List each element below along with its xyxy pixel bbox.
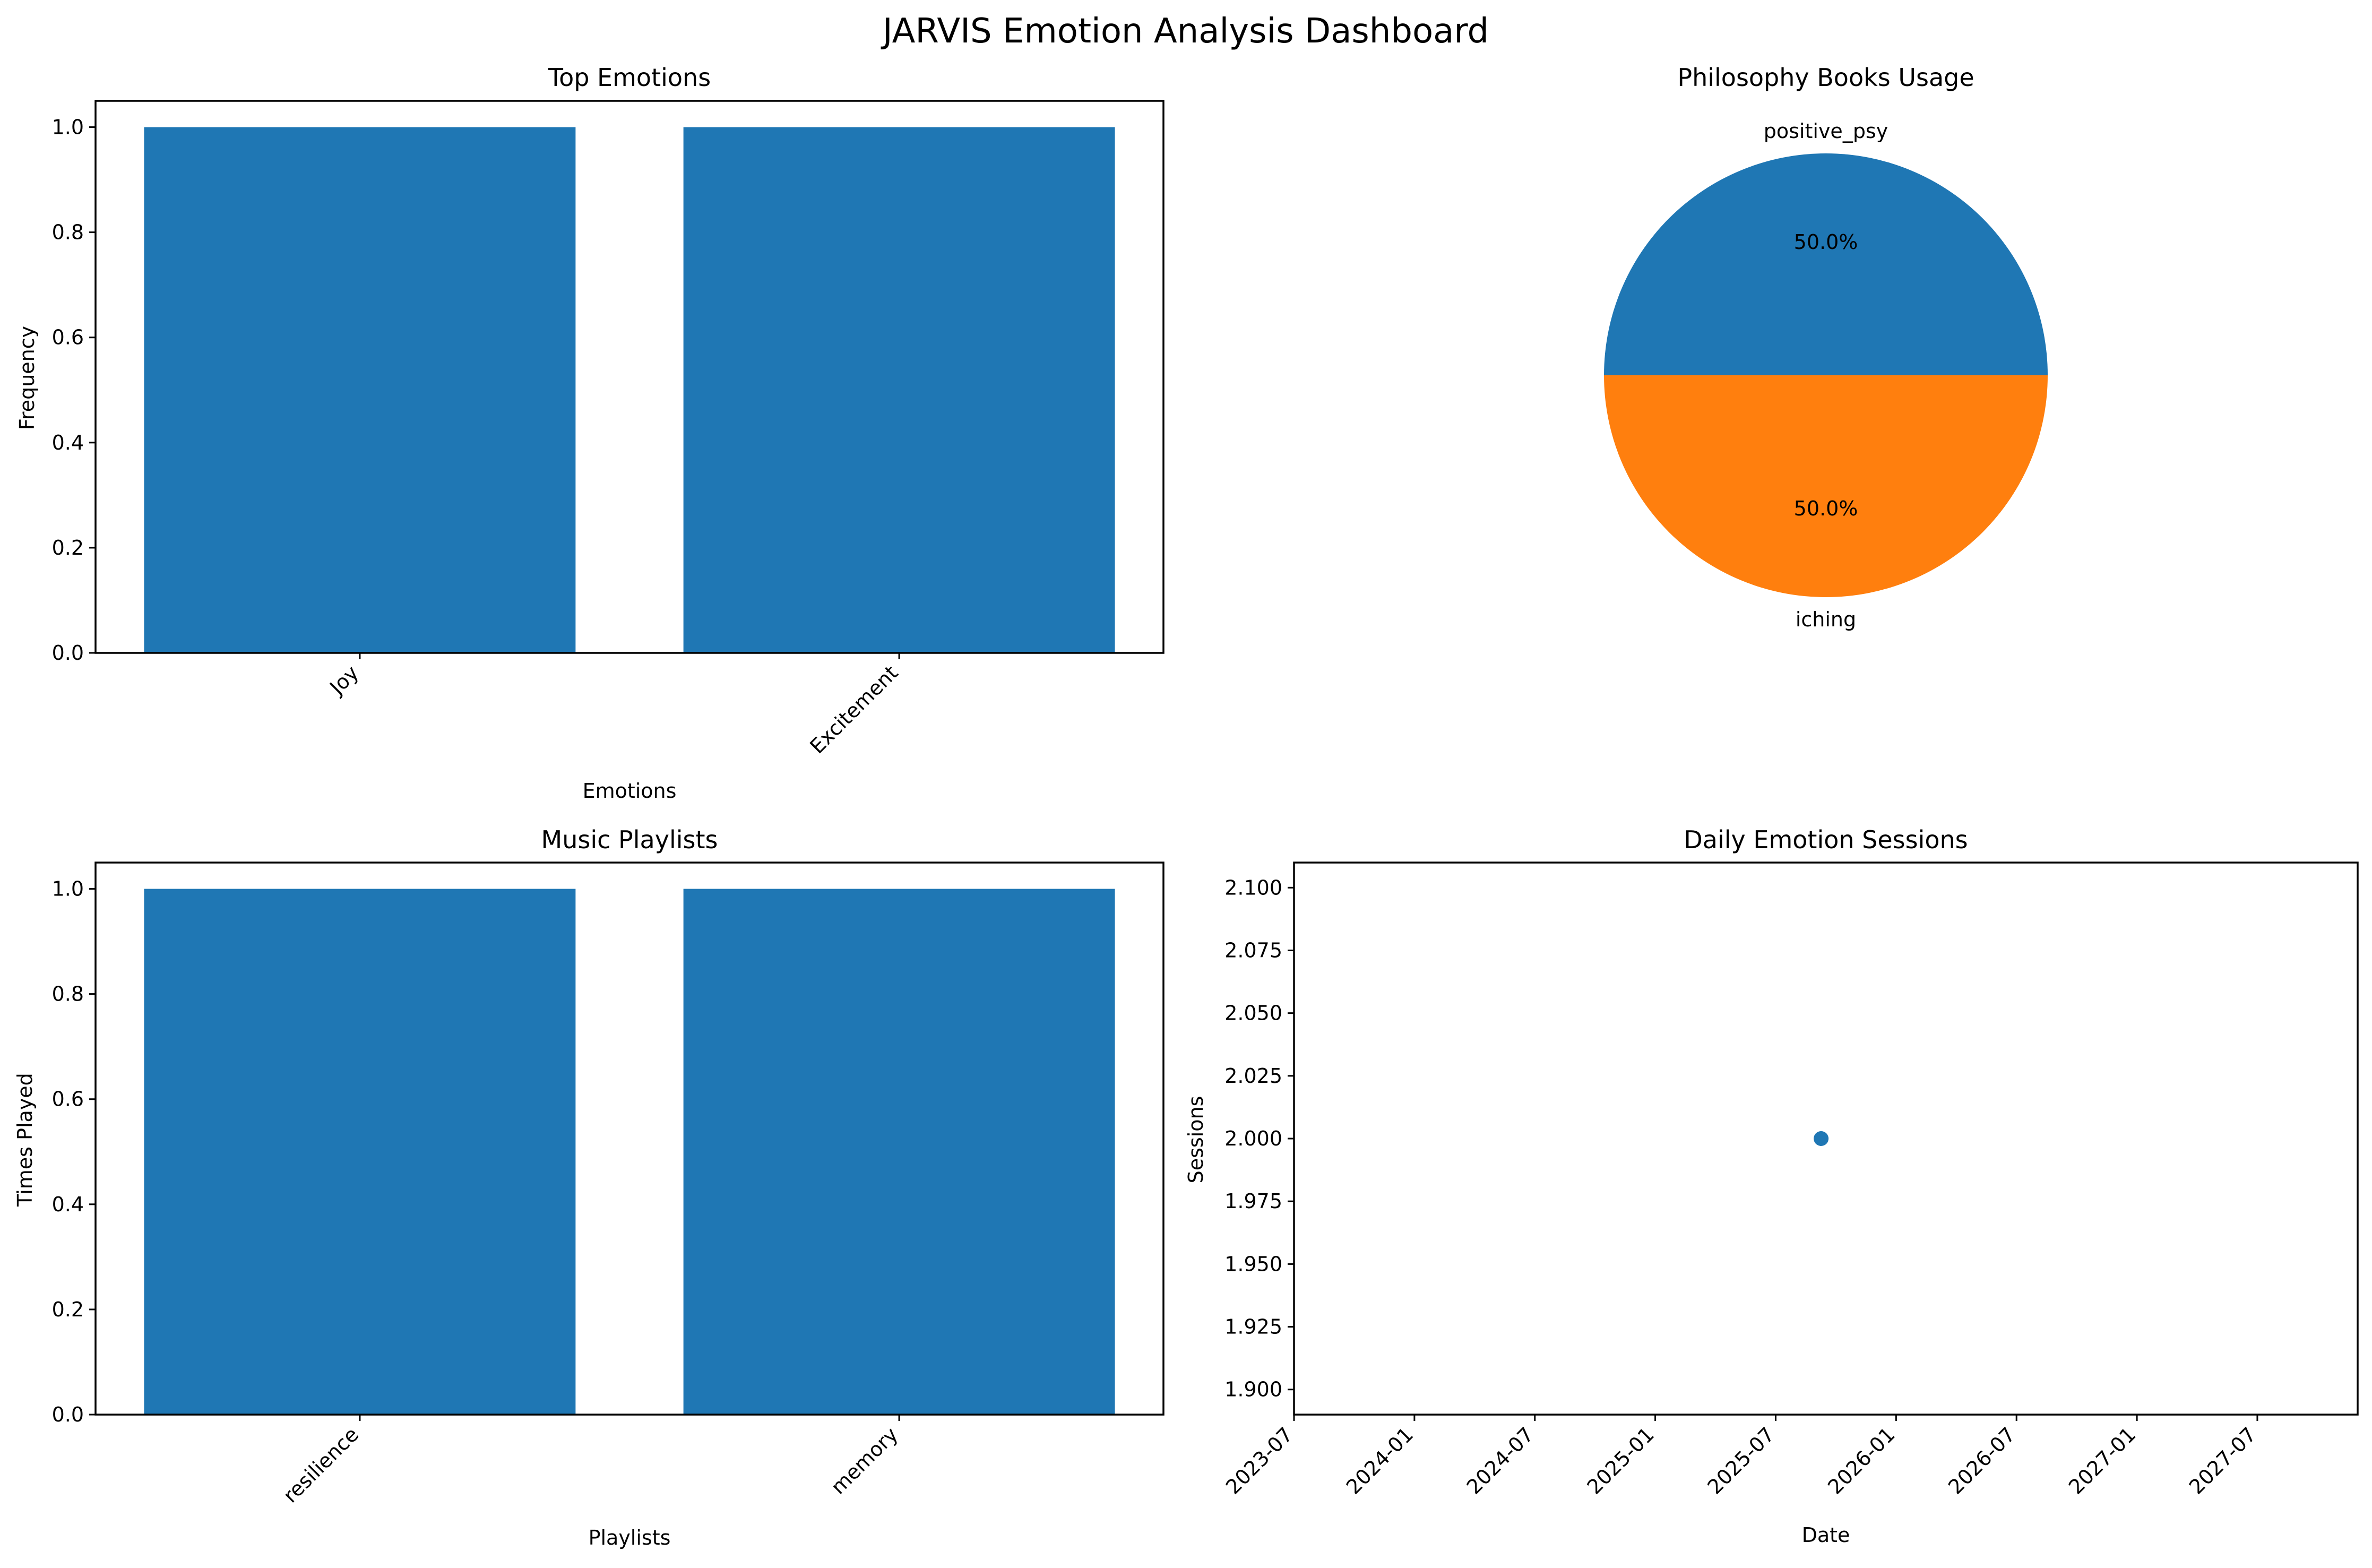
- daily-sessions-title: Daily Emotion Sessions: [1684, 825, 1968, 854]
- pie-slice: [1604, 375, 2048, 597]
- pie-slice-label: positive_psy: [1764, 119, 1888, 143]
- music-playlists-title: Music Playlists: [541, 825, 718, 854]
- dashboard-title: JARVIS Emotion Analysis Dashboard: [881, 12, 1489, 51]
- daily-sessions-xtick-label: 2026-07: [1944, 1423, 2020, 1498]
- daily-sessions-xtick-label: 2027-07: [2185, 1423, 2261, 1498]
- music-playlists-xtick-label: resilience: [279, 1423, 363, 1507]
- top-emotions-bar: [683, 127, 1115, 653]
- music-playlists-bar: [144, 889, 576, 1415]
- music-playlists-ytick-label: 0.4: [52, 1193, 84, 1216]
- daily-sessions-ytick-label: 2.000: [1224, 1127, 1282, 1150]
- pie-pct-label: 50.0%: [1794, 497, 1858, 520]
- daily-sessions-ytick-label: 2.100: [1224, 876, 1282, 899]
- top-emotions-title: Top Emotions: [548, 63, 711, 92]
- top-emotions-xlabel: Emotions: [583, 779, 677, 803]
- daily-sessions-ytick-label: 2.050: [1224, 1002, 1282, 1025]
- music-playlists-ytick-label: 0.6: [52, 1088, 84, 1111]
- pie-slice-label: iching: [1796, 608, 1856, 631]
- music-playlists-ytick-label: 0.8: [52, 983, 84, 1006]
- daily-sessions-ylabel: Sessions: [1184, 1096, 1207, 1184]
- daily-sessions-xtick-label: 2023-07: [1221, 1423, 1297, 1498]
- top-emotions-bar: [144, 127, 576, 653]
- music-playlists-ytick-label: 0.2: [52, 1298, 84, 1321]
- music-playlists-chart: Music Playlists Times Played Playlists r…: [13, 825, 1165, 1549]
- daily-sessions-chart: Daily Emotion Sessions Sessions Date 202…: [1184, 825, 2359, 1547]
- music-playlists-frame: [94, 861, 1165, 1416]
- top-emotions-ytick-label: 0.4: [52, 431, 84, 454]
- music-playlists-bar: [683, 889, 1115, 1415]
- daily-sessions-ytick-label: 1.900: [1224, 1378, 1282, 1401]
- top-emotions-ytick-label: 0.0: [52, 641, 84, 665]
- top-emotions-ytick-label: 1.0: [52, 116, 84, 139]
- daily-sessions-ytick-label: 1.975: [1224, 1190, 1282, 1213]
- daily-sessions-ytick-label: 1.925: [1224, 1315, 1282, 1339]
- top-emotions-ytick-label: 0.2: [52, 536, 84, 559]
- top-emotions-ytick-label: 0.6: [52, 326, 84, 349]
- top-emotions-xtick-label: Joy: [324, 661, 363, 700]
- daily-sessions-xtick-label: 2024-07: [1462, 1423, 1538, 1498]
- daily-sessions-ytick-label: 1.950: [1224, 1252, 1282, 1276]
- daily-sessions-ytick-label: 2.075: [1224, 938, 1282, 962]
- music-playlists-xlabel: Playlists: [589, 1526, 671, 1549]
- daily-sessions-xtick-label: 2025-07: [1703, 1423, 1779, 1498]
- daily-sessions-point: [1814, 1131, 1829, 1146]
- top-emotions-ytick-label: 0.8: [52, 221, 84, 244]
- daily-sessions-xtick-label: 2024-01: [1342, 1423, 1418, 1498]
- philosophy-pie-chart: Philosophy Books Usage positive_psy 50.0%…: [1604, 63, 2048, 631]
- music-playlists-ytick-label: 1.0: [52, 877, 84, 901]
- top-emotions-chart: Top Emotions Frequency Emotions Joy Excit…: [15, 63, 1165, 803]
- pie-slice: [1604, 153, 2048, 375]
- philosophy-pie-title: Philosophy Books Usage: [1677, 63, 1974, 92]
- daily-sessions-xtick-label: 2027-01: [2064, 1423, 2140, 1498]
- top-emotions-ylabel: Frequency: [15, 326, 39, 430]
- music-playlists-xtick-label: memory: [826, 1423, 902, 1498]
- top-emotions-frame: [94, 100, 1165, 654]
- daily-sessions-xtick-label: 2026-01: [1823, 1423, 1899, 1498]
- music-playlists-ylabel: Times Played: [13, 1073, 37, 1207]
- daily-sessions-ytick-label: 2.025: [1224, 1064, 1282, 1088]
- music-playlists-ytick-label: 0.0: [52, 1403, 84, 1426]
- daily-sessions-frame: [1293, 861, 2359, 1416]
- top-emotions-xtick-label: Excitement: [805, 661, 902, 758]
- daily-sessions-xtick-label: 2025-01: [1583, 1423, 1659, 1498]
- pie-pct-label: 50.0%: [1794, 230, 1858, 254]
- daily-sessions-xlabel: Date: [1802, 1523, 1850, 1547]
